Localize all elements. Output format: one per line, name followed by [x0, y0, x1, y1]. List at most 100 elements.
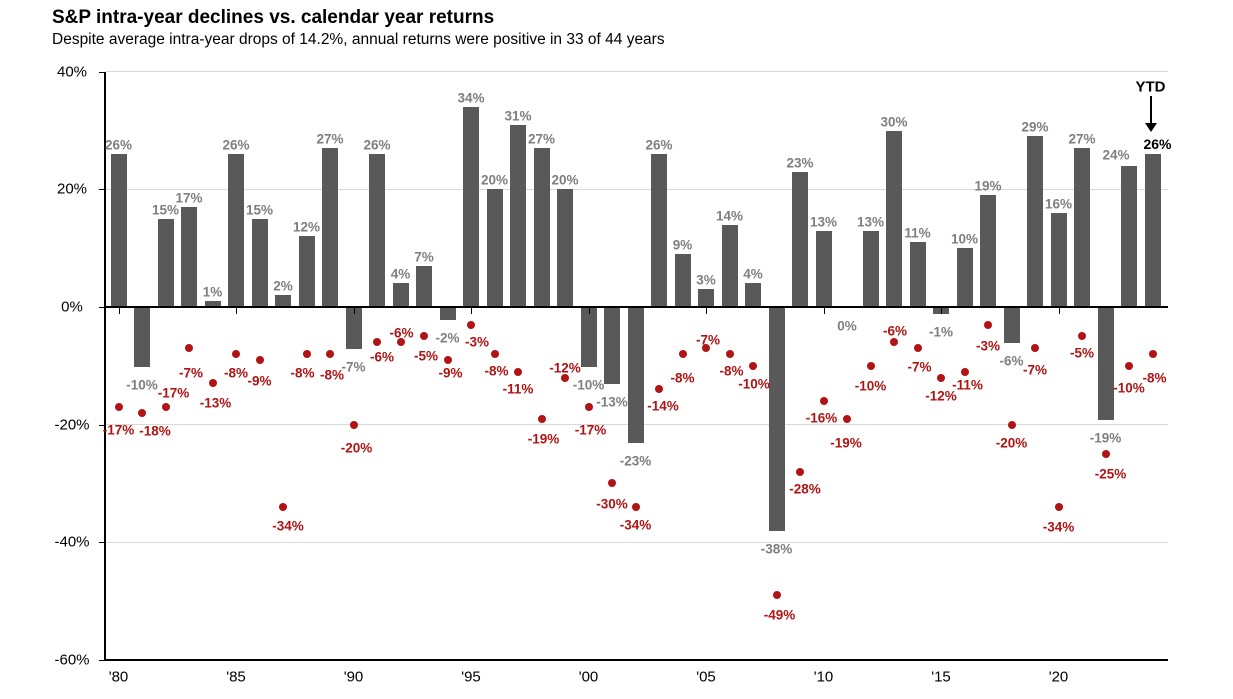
return-bar-label: -10% [572, 377, 605, 393]
y-axis-label: -60% [54, 651, 90, 669]
return-bar [862, 230, 879, 308]
decline-dot [866, 361, 875, 370]
decline-label: -17% [102, 422, 135, 438]
decline-label: -8% [670, 370, 695, 386]
decline-dot [937, 373, 945, 382]
decline-label: -13% [199, 395, 232, 411]
decline-label: -19% [527, 431, 560, 447]
decline-label: -7% [1022, 362, 1048, 378]
decline-label: -8% [290, 365, 315, 381]
gridline-20 [105, 188, 1168, 190]
decline-label: -3% [464, 334, 490, 350]
decline-dot [913, 344, 922, 353]
return-bar [1121, 165, 1137, 308]
decline-label: -17% [574, 422, 607, 438]
decline-label: -8% [719, 363, 744, 379]
return-bar-label: -19% [1089, 430, 1122, 446]
x-axis-label: '95 [461, 668, 481, 686]
return-bar [909, 242, 926, 308]
decline-label: -28% [789, 481, 821, 497]
decline-dot [138, 408, 146, 417]
return-bar [463, 107, 479, 308]
decline-dot [749, 361, 757, 370]
return-bar [533, 148, 550, 308]
decline-dot [1054, 502, 1063, 511]
zero-axis-line [105, 306, 1168, 308]
return-bar-label: 12% [292, 219, 321, 235]
y-axis-tick [99, 71, 105, 73]
return-bar [557, 189, 573, 308]
return-bar-label: 13% [809, 214, 838, 230]
decline-dot [678, 350, 687, 359]
return-bar-label: 31% [504, 108, 532, 124]
decline-label: -6% [882, 323, 908, 339]
return-bar-label: 4% [390, 266, 411, 282]
return-bar [980, 195, 996, 308]
return-bar [181, 207, 197, 308]
return-bar-label: 26% [363, 137, 391, 153]
decline-label: -16% [805, 410, 838, 426]
gridline-40 [105, 71, 1168, 73]
decline-dot [326, 350, 334, 359]
x-axis-label: '10 [813, 668, 834, 686]
chart-title: S&P intra-year declines vs. calendar yea… [52, 7, 495, 28]
x-axis-label: '15 [931, 668, 951, 686]
return-bar-label: 27% [1068, 131, 1096, 147]
return-bar-label: 34% [457, 90, 485, 106]
return-bar-label: 2% [273, 278, 293, 294]
return-bar-label: 26% [222, 137, 250, 153]
x-axis-label: '90 [343, 668, 364, 686]
decline-dot [420, 332, 428, 341]
return-bar-label: 27% [316, 131, 344, 147]
return-bar [1144, 154, 1161, 308]
y-axis-label: 0% [61, 298, 83, 316]
gridline--40 [105, 541, 1168, 543]
decline-dot [725, 350, 734, 359]
return-bar [110, 154, 127, 308]
decline-dot [702, 344, 710, 353]
decline-label: -7% [178, 365, 204, 381]
y-axis-label: 40% [56, 63, 88, 81]
ytd-label: YTD [1135, 78, 1166, 96]
decline-label: -6% [389, 325, 414, 341]
decline-label: -3% [975, 338, 1001, 354]
return-bar-label: -2% [435, 330, 460, 346]
ytd-arrowhead-icon [1144, 123, 1157, 132]
return-bar-label: 16% [1044, 196, 1073, 212]
x-axis-label: '85 [226, 668, 246, 686]
decline-label: -8% [319, 367, 345, 383]
decline-label: -7% [907, 359, 932, 375]
decline-label: -10% [738, 376, 770, 392]
return-bar-label: 23% [786, 155, 814, 171]
decline-dot [819, 397, 828, 406]
decline-label: -9% [438, 365, 463, 381]
decline-dot [349, 420, 358, 429]
x-axis-tick [353, 308, 355, 314]
return-bar [627, 308, 644, 444]
decline-label: -25% [1094, 466, 1127, 482]
decline-label: -9% [247, 373, 272, 389]
x-axis-tick [706, 308, 707, 314]
return-bar [228, 154, 244, 308]
ytd-bar-label: 26% [1143, 136, 1172, 153]
decline-dot [443, 355, 452, 364]
decline-dot [1078, 332, 1086, 341]
decline-dot [561, 373, 569, 382]
return-bar-label: -23% [619, 453, 652, 469]
return-bar-label: -38% [760, 541, 793, 557]
decline-label: -10% [1113, 380, 1145, 396]
x-axis-tick [236, 308, 237, 314]
return-bar [416, 265, 432, 308]
decline-dot [655, 385, 663, 394]
decline-dot [208, 379, 217, 388]
return-bar [251, 218, 268, 308]
y-axis-label: -20% [54, 416, 90, 434]
decline-dot [960, 367, 969, 376]
decline-dot [984, 320, 992, 329]
return-bar [392, 283, 409, 308]
return-bar [674, 254, 691, 308]
decline-label: -20% [340, 440, 373, 456]
return-bar [1027, 136, 1043, 308]
return-bar-label: 10% [950, 231, 979, 247]
